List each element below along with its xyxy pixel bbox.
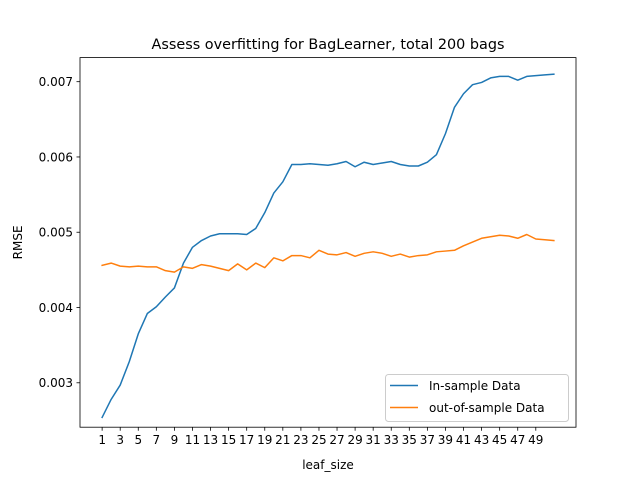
y-tick-label: 0.005: [39, 226, 73, 240]
x-tick-label: 15: [221, 433, 236, 447]
x-axis-label: leaf_size: [302, 458, 354, 472]
x-tick-label: 23: [293, 433, 308, 447]
y-tick-label: 0.004: [39, 301, 73, 315]
x-tick-label: 3: [116, 433, 124, 447]
x-axis: 1 3 5 7 9 11 13 15 17 19 21 23 25 27 29 31 33 35 37 39 41 43 4…: [98, 427, 543, 447]
y-axis-label: RMSE: [11, 225, 25, 259]
x-tick-label: 5: [134, 433, 142, 447]
chart-title: Assess overfitting for BagLearner, total…: [152, 37, 505, 53]
series-line-in-sample-data: [101, 73, 555, 419]
y-tick-label: 0.003: [39, 376, 73, 390]
y-tick-label: 0.007: [39, 75, 73, 89]
x-tick-label: 43: [474, 433, 489, 447]
x-tick-label: 17: [239, 433, 254, 447]
x-tick-label: 41: [456, 433, 471, 447]
x-tick-label: 33: [384, 433, 399, 447]
x-tick-label: 45: [492, 433, 507, 447]
x-tick-label: 49: [528, 433, 543, 447]
x-tick-label: 11: [185, 433, 200, 447]
x-tick-label: 1: [98, 433, 106, 447]
x-tick-label: 39: [438, 433, 453, 447]
legend: In-sample Data out-of-sample Data: [385, 374, 569, 422]
x-tick-label: 9: [171, 433, 179, 447]
x-tick-label: 37: [420, 433, 435, 447]
series-line-out-of-sample-data: [101, 233, 555, 273]
x-tick-label: 7: [153, 433, 161, 447]
x-tick-label: 13: [203, 433, 218, 447]
legend-label-in-sample: In-sample Data: [429, 379, 521, 393]
y-tick-label: 0.006: [39, 150, 73, 164]
legend-label-out-of-sample: out-of-sample Data: [429, 401, 545, 415]
series-layer: [101, 73, 555, 419]
x-tick-label: 35: [402, 433, 417, 447]
axes-background: [80, 57, 576, 428]
x-tick-label: 31: [366, 433, 381, 447]
legend-box: [385, 374, 569, 422]
x-tick-label: 25: [311, 433, 326, 447]
x-tick-label: 29: [347, 433, 362, 447]
x-tick-label: 27: [329, 433, 344, 447]
axes-frame: [79, 57, 577, 428]
x-tick-label: 19: [257, 433, 272, 447]
x-tick-label: 21: [275, 433, 290, 447]
plot-area: [80, 57, 576, 428]
x-tick-label: 47: [510, 433, 525, 447]
y-axis: 0.003 0.004 0.005 0.006 0.007: [39, 75, 80, 390]
